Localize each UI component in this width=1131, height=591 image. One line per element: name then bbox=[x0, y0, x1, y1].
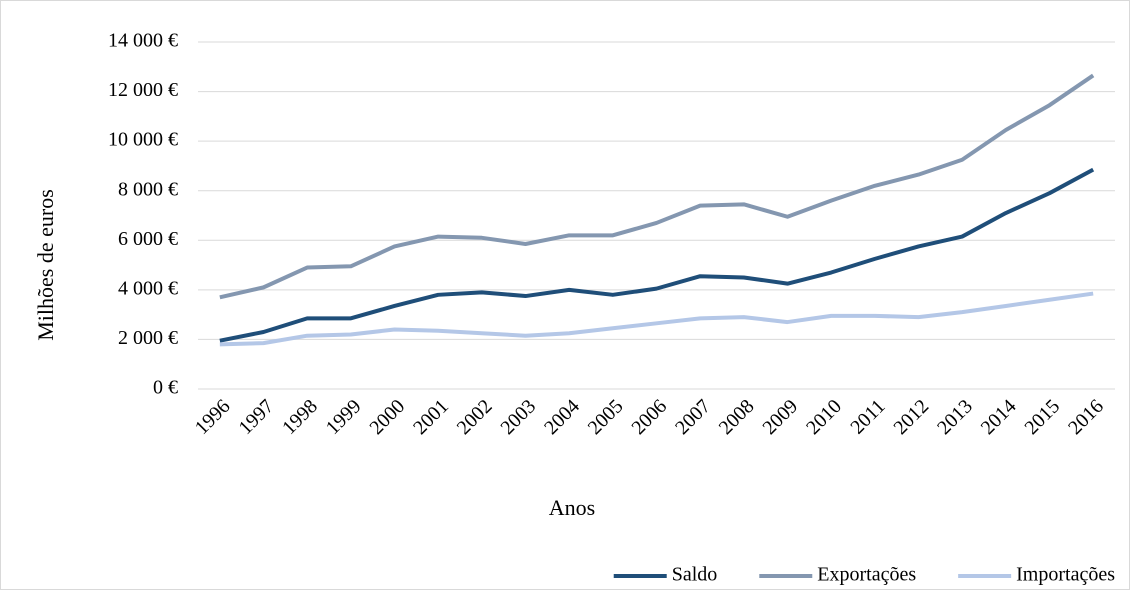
y-axis-label: Milhões de euros bbox=[33, 189, 58, 341]
legend-label: Saldo bbox=[672, 564, 718, 586]
y-tick-label: 14 000 € bbox=[108, 30, 178, 52]
y-tick-label: 4 000 € bbox=[118, 277, 178, 299]
series-line bbox=[219, 291, 1094, 347]
y-tick-label: 0 € bbox=[153, 377, 178, 399]
x-axis-label: Anos bbox=[549, 495, 595, 520]
series-line bbox=[219, 167, 1095, 343]
y-tick-label: 12 000 € bbox=[108, 79, 178, 101]
y-tick-label: 8 000 € bbox=[118, 178, 178, 200]
y-tick-label: 6 000 € bbox=[118, 228, 178, 250]
series-line bbox=[219, 73, 1095, 300]
y-tick-label: 10 000 € bbox=[108, 129, 178, 151]
legend-label: Exportações bbox=[817, 564, 916, 586]
y-tick-label: 2 000 € bbox=[118, 327, 178, 349]
legend-label: Importações bbox=[1016, 564, 1115, 586]
